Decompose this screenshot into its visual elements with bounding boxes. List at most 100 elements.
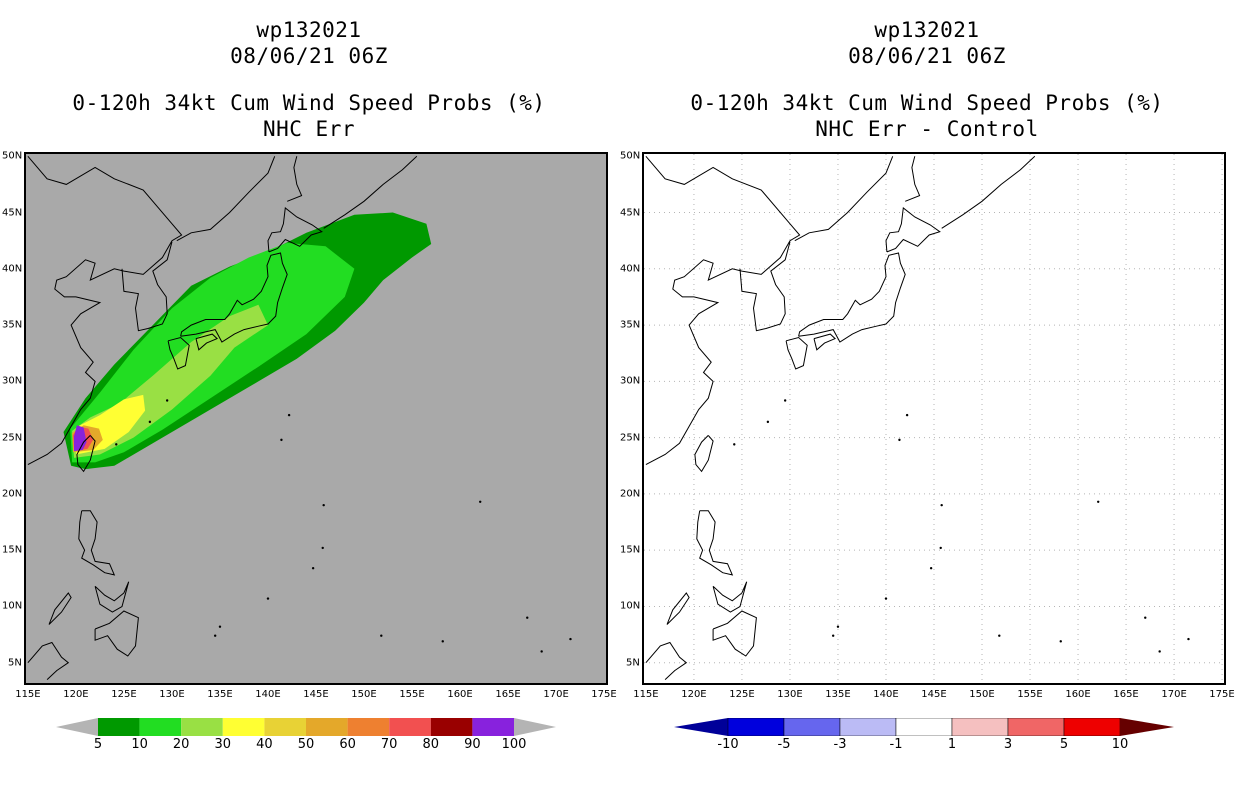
colorbar-label: -10 bbox=[717, 737, 739, 752]
valid-datetime: 08/06/21 06Z bbox=[230, 44, 388, 68]
island-1 bbox=[115, 443, 118, 446]
lon-label-130E: 130E bbox=[159, 689, 185, 700]
coastline-honshu bbox=[798, 252, 906, 343]
lat-label-10N: 10N bbox=[2, 600, 23, 612]
colorbar-label: -3 bbox=[833, 737, 847, 752]
coastline-honshu bbox=[180, 252, 288, 343]
lon-label-145E: 145E bbox=[303, 689, 329, 700]
lon-label-160E: 160E bbox=[447, 689, 473, 700]
island-3 bbox=[287, 413, 291, 417]
storm-id: wp132021 bbox=[256, 18, 362, 42]
island-10 bbox=[1187, 637, 1190, 641]
lon-label-160E: 160E bbox=[1065, 689, 1091, 700]
island-1 bbox=[733, 443, 736, 446]
island-11 bbox=[1158, 650, 1161, 653]
island-5 bbox=[321, 546, 324, 550]
coastline-sakhalin bbox=[287, 156, 303, 202]
lat-label-20N: 20N bbox=[2, 488, 23, 500]
lon-label-135E: 135E bbox=[207, 689, 233, 700]
coastline-mindanao bbox=[712, 610, 757, 657]
colorbar-label: 1 bbox=[947, 737, 957, 752]
island-10 bbox=[569, 637, 572, 641]
coastline-kyushu bbox=[785, 336, 808, 370]
island-12 bbox=[836, 625, 840, 628]
island-7 bbox=[479, 500, 482, 503]
colorbar-swatch-6 bbox=[347, 718, 390, 736]
colorbar-swatch-4 bbox=[264, 718, 306, 736]
lat-label-50N: 50N bbox=[2, 150, 23, 162]
lon-label-155E: 155E bbox=[399, 689, 425, 700]
map-frame bbox=[642, 152, 1226, 685]
lon-label-165E: 165E bbox=[1113, 689, 1139, 700]
coastline-taiwan bbox=[76, 435, 96, 473]
coastline-visayas bbox=[712, 581, 748, 613]
island-6 bbox=[929, 566, 933, 570]
colorbar-swatch-9 bbox=[472, 718, 514, 736]
lon-label-120E: 120E bbox=[63, 689, 89, 700]
coastline-luzon bbox=[78, 510, 116, 576]
lat-label-35N: 35N bbox=[620, 319, 641, 331]
colorbar-label: 10 bbox=[131, 737, 148, 752]
island-6 bbox=[311, 566, 315, 570]
lon-label-135E: 135E bbox=[825, 689, 851, 700]
colorbar-swatch-7 bbox=[389, 718, 431, 736]
lon-label-115E: 115E bbox=[633, 689, 659, 700]
coastline-russia bbox=[176, 156, 276, 242]
colorbar-swatch-4 bbox=[951, 718, 1009, 736]
storm-id: wp132021 bbox=[874, 18, 980, 42]
coastline-sakhalin bbox=[905, 156, 921, 202]
colorbar-label: 3 bbox=[1003, 737, 1013, 752]
lat-label-25N: 25N bbox=[2, 432, 23, 444]
coastline-mindanao bbox=[94, 610, 139, 657]
coastline-luzon bbox=[696, 510, 734, 576]
panel-nhc-err-minus-control: wp132021 08/06/21 06Z 0-120h 34kt Cum Wi… bbox=[618, 0, 1236, 800]
colorbar-label: 60 bbox=[339, 737, 356, 752]
colorbar bbox=[56, 718, 556, 736]
lon-label-140E: 140E bbox=[873, 689, 899, 700]
lat-label-35N: 35N bbox=[2, 319, 23, 331]
colorbar-swatch-5 bbox=[306, 718, 348, 736]
panel-subtitle: NHC Err bbox=[262, 117, 355, 141]
lat-label-40N: 40N bbox=[2, 263, 23, 275]
lon-label-155E: 155E bbox=[1017, 689, 1043, 700]
island-14 bbox=[884, 597, 888, 600]
coastline-borneo bbox=[27, 641, 70, 680]
colorbar-under-arrow bbox=[56, 718, 98, 736]
lon-label-165E: 165E bbox=[495, 689, 521, 700]
lon-label-150E: 150E bbox=[969, 689, 995, 700]
prob-contour-90 bbox=[74, 425, 87, 452]
lon-label-115E: 115E bbox=[15, 689, 41, 700]
lat-label-10N: 10N bbox=[620, 600, 641, 612]
colorbar-label: 30 bbox=[214, 737, 232, 752]
colorbar-swatch-6 bbox=[1063, 718, 1121, 736]
valid-datetime: 08/06/21 06Z bbox=[848, 44, 1006, 68]
colorbar-label: 100 bbox=[501, 737, 527, 752]
coastline-china bbox=[645, 155, 801, 466]
island-9 bbox=[526, 616, 529, 619]
panel-nhc-err: wp132021 08/06/21 06Z 0-120h 34kt Cum Wi… bbox=[2, 18, 617, 752]
island-0 bbox=[148, 420, 152, 424]
island-16 bbox=[940, 503, 943, 507]
coastline-kurils bbox=[941, 155, 1036, 229]
coastline-visayas bbox=[94, 581, 130, 613]
island-8 bbox=[441, 640, 444, 643]
colorbar-under-arrow bbox=[674, 718, 728, 736]
coastline-korea bbox=[121, 241, 173, 332]
island-15 bbox=[998, 634, 1001, 637]
lon-label-120E: 120E bbox=[681, 689, 707, 700]
island-16 bbox=[322, 503, 325, 507]
colorbar-label: 90 bbox=[464, 737, 481, 752]
island-2 bbox=[165, 399, 169, 402]
coastline-china bbox=[27, 155, 183, 466]
coastline-palawan bbox=[48, 592, 72, 625]
panel-subtitle: NHC Err - Control bbox=[815, 117, 1039, 141]
coastline-taiwan bbox=[694, 435, 714, 473]
lon-label-175E: 175E bbox=[591, 689, 617, 700]
lat-label-45N: 45N bbox=[2, 207, 23, 219]
colorbar-swatch-3 bbox=[222, 718, 265, 736]
wind-probability-map bbox=[26, 154, 606, 683]
colorbar-swatch-0 bbox=[98, 718, 140, 736]
lon-label-150E: 150E bbox=[351, 689, 377, 700]
colorbar-label: 40 bbox=[256, 737, 273, 752]
